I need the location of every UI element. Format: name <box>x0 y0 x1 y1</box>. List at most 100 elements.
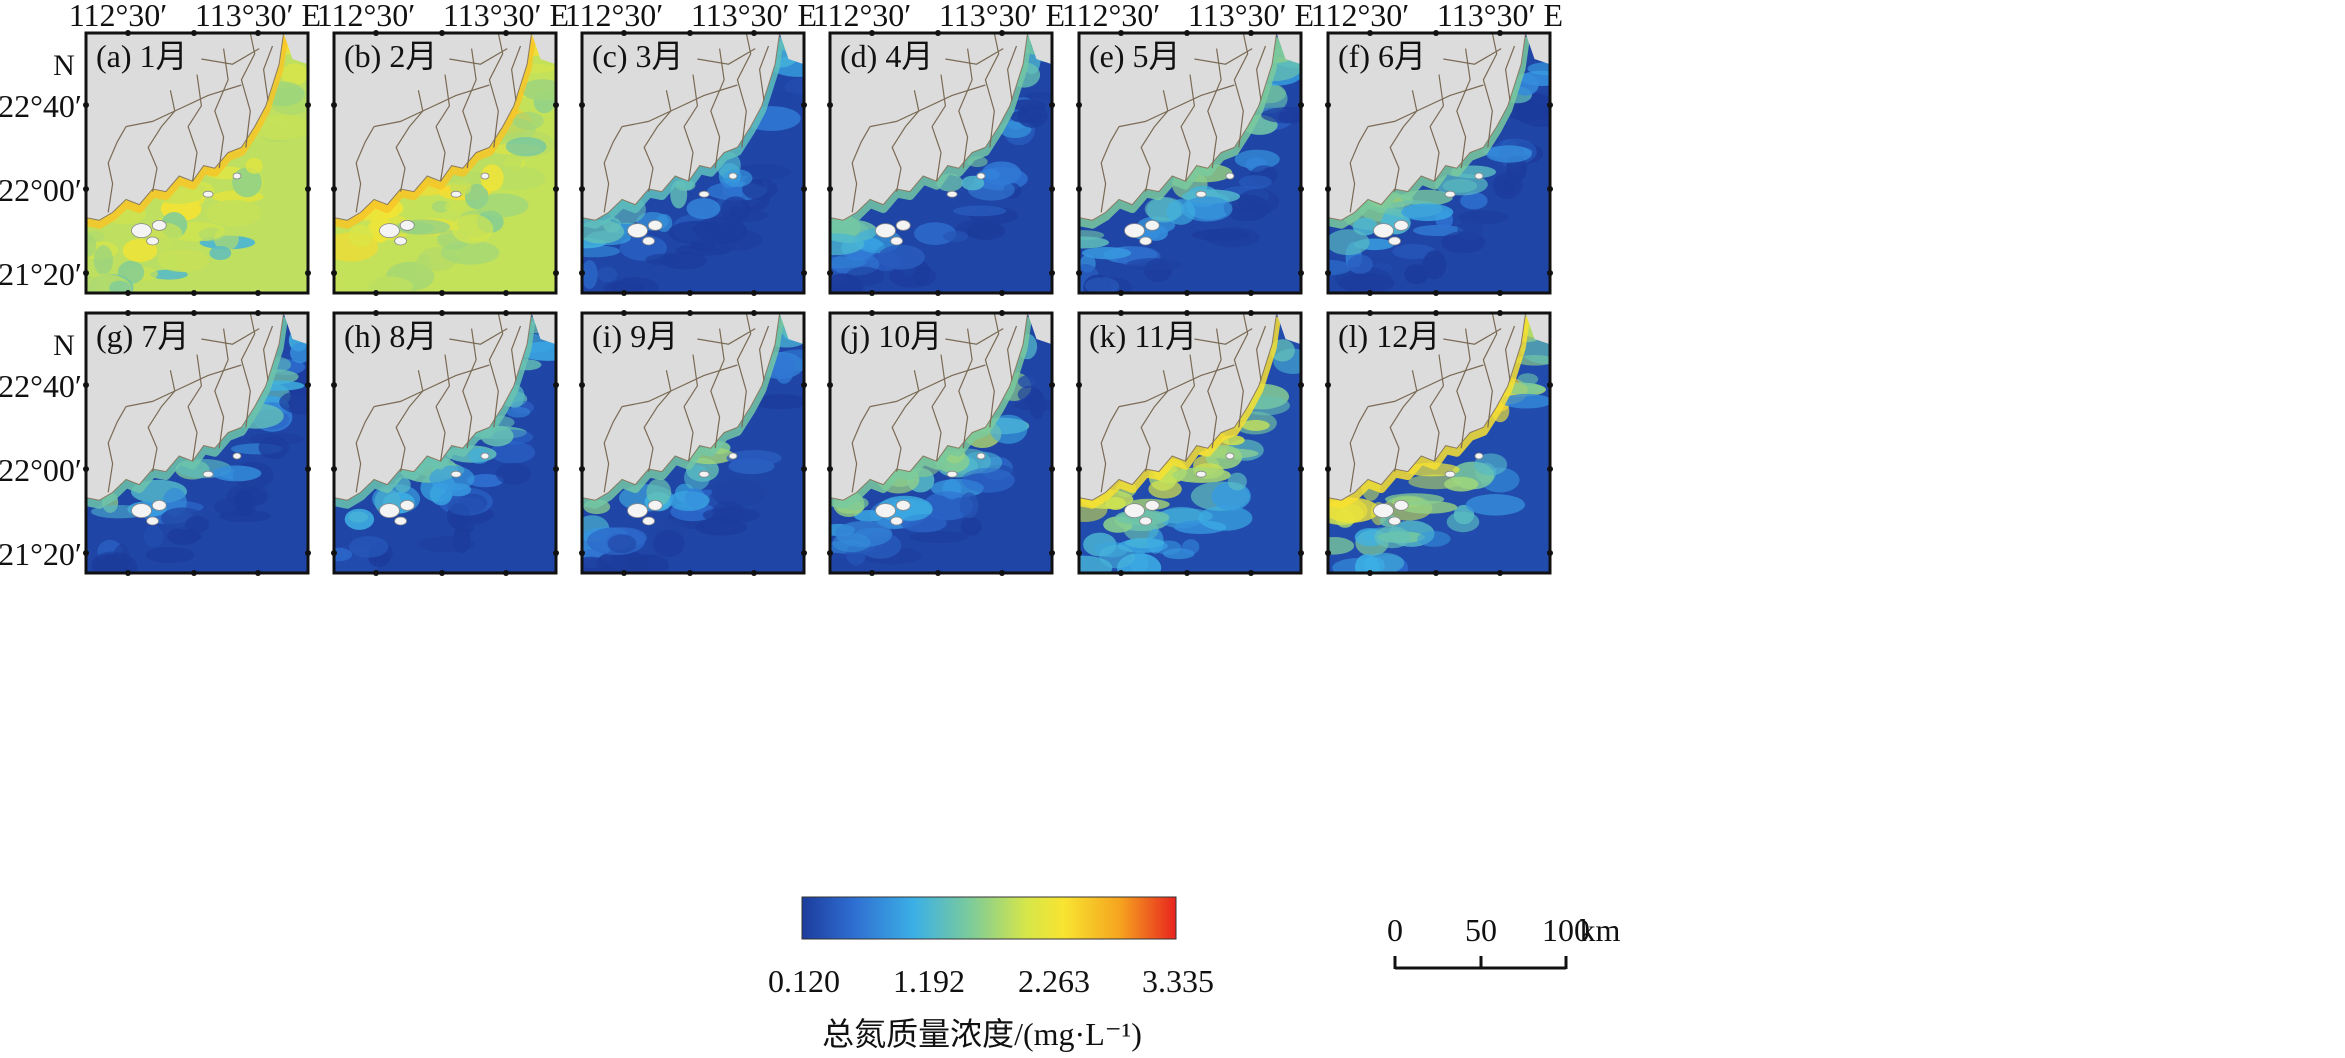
river <box>1180 354 1196 462</box>
island <box>480 452 490 460</box>
river <box>147 370 176 472</box>
river <box>373 390 424 408</box>
island <box>146 236 160 246</box>
latitude-labels: N 22°40′ 22°00′ 21°20′ N 22°40′ 22°00′ 21°20′ <box>0 49 82 572</box>
river <box>1006 325 1018 381</box>
river <box>1504 325 1516 381</box>
island <box>1225 452 1235 460</box>
river <box>187 354 203 462</box>
map-panel: (g) 7月 <box>83 310 311 576</box>
river <box>891 90 920 192</box>
island <box>1139 236 1152 246</box>
coastal-plume <box>1328 36 1531 229</box>
land-area <box>582 33 804 221</box>
coastal-plume <box>334 316 537 509</box>
river <box>918 364 986 392</box>
lat-label-mid: 22°00′ <box>0 452 82 488</box>
island <box>146 516 160 526</box>
map-panel: (e) 5月 <box>1076 30 1304 296</box>
map-panel: (j) 10月 <box>827 310 1055 576</box>
island <box>890 236 903 246</box>
lon-label-east: 113°30′ E <box>1437 0 1563 33</box>
river <box>449 328 508 345</box>
river <box>958 48 973 169</box>
island <box>399 499 415 511</box>
river <box>187 74 203 182</box>
island <box>976 452 986 460</box>
north-label: N <box>53 49 75 82</box>
river <box>851 406 871 493</box>
river <box>1255 325 1267 381</box>
island <box>399 219 415 231</box>
river <box>1389 370 1418 472</box>
island <box>1195 470 1207 478</box>
river <box>435 74 451 182</box>
island <box>202 190 214 198</box>
river <box>435 354 451 462</box>
river <box>1482 313 1498 428</box>
river <box>683 74 699 182</box>
land-area <box>334 33 556 221</box>
lon-label-west: 112°30′ <box>1062 0 1161 33</box>
river <box>201 328 260 345</box>
river <box>1100 126 1120 213</box>
river <box>395 90 424 192</box>
river <box>1504 45 1516 101</box>
land-area <box>1328 313 1550 501</box>
island <box>379 503 400 519</box>
river <box>1255 45 1267 101</box>
river <box>449 48 508 65</box>
land-area <box>1525 33 1550 65</box>
map-panel: (b) 2月 <box>331 30 559 296</box>
panel-label: (j) 10月 <box>840 318 942 354</box>
panel-label: (i) 9月 <box>592 318 678 354</box>
river <box>1233 33 1249 148</box>
river <box>1233 313 1249 428</box>
river <box>1389 90 1418 192</box>
coastal-plume <box>830 36 1033 229</box>
land-area <box>779 313 804 345</box>
river <box>1167 364 1235 392</box>
river <box>931 74 947 182</box>
panel-label: (g) 7月 <box>96 318 189 354</box>
coastal-plume <box>830 316 1033 509</box>
island <box>1373 223 1394 239</box>
land-area <box>283 33 308 65</box>
river <box>1482 33 1498 148</box>
island <box>1225 172 1235 180</box>
river <box>1118 110 1169 128</box>
river <box>670 364 738 392</box>
river <box>1140 370 1169 472</box>
island <box>1144 499 1160 511</box>
river <box>462 328 477 449</box>
island <box>151 219 167 231</box>
river <box>851 126 871 213</box>
map-panel: (l) 12月 <box>1325 310 1553 576</box>
land-area <box>1079 33 1301 221</box>
land-area <box>86 33 308 221</box>
river <box>1456 48 1471 169</box>
lat-label-top: 22°40′ <box>0 368 82 404</box>
river <box>262 325 274 381</box>
panel-label: (l) 12月 <box>1338 318 1440 354</box>
river <box>918 84 986 112</box>
river <box>931 354 947 462</box>
island <box>1393 219 1409 231</box>
river <box>240 33 256 148</box>
river <box>373 110 424 128</box>
river <box>758 45 770 101</box>
river <box>1367 110 1418 128</box>
river <box>201 48 260 65</box>
river <box>107 406 127 493</box>
lon-label-east: 113°30′ E <box>195 0 321 33</box>
panel-label: (d) 4月 <box>840 38 933 74</box>
map-panel: (d) 4月 <box>827 30 1055 296</box>
island <box>131 223 152 239</box>
island <box>875 503 896 519</box>
river <box>945 48 1004 65</box>
river <box>355 406 375 493</box>
river <box>621 390 672 408</box>
island <box>151 499 167 511</box>
island <box>232 452 242 460</box>
river <box>488 313 504 428</box>
